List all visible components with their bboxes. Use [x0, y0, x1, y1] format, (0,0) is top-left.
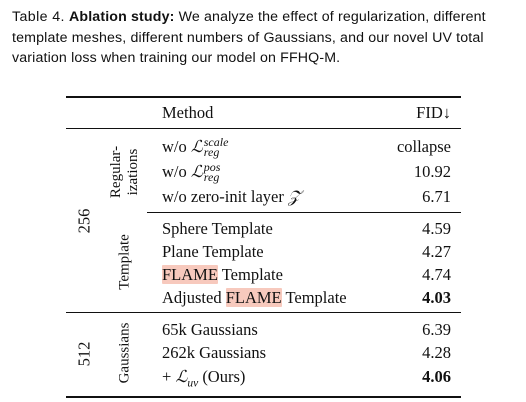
fid-value-best: 4.06: [422, 367, 451, 386]
table-caption: Table 4. Ablation study: We analyze the …: [12, 7, 520, 69]
fid-value: 4.28: [422, 343, 451, 362]
header-rule: [66, 128, 461, 129]
caption-line1: We analyze the effect of regularization,…: [178, 9, 486, 25]
row-65k-gaussians: 65k Gaussians: [162, 320, 258, 339]
row-adjusted-flame-template: Adjusted FLAME Template: [162, 288, 347, 307]
bottom-rule: [66, 396, 461, 398]
row-wo-zero-init: w/o zero-init layer 𝒵: [162, 187, 301, 206]
fid-value: 10.92: [413, 162, 451, 181]
fid-value: 4.59: [422, 219, 451, 238]
top-rule: [66, 96, 461, 98]
template-group-label: Template: [116, 234, 133, 290]
header-method: Method: [162, 103, 214, 122]
header-fid: FID↓: [416, 103, 451, 122]
regularizations-label: Regular-izations: [108, 145, 141, 199]
fid-value-best: 4.03: [422, 288, 451, 307]
row-plane-template: Plane Template: [162, 242, 264, 261]
row-flame-template: FLAME Template: [162, 265, 283, 284]
fid-value: collapse: [396, 137, 451, 156]
fid-value: 6.71: [422, 187, 451, 206]
row-262k-gaussians: 262k Gaussians: [162, 343, 267, 362]
resolution-512-label: 512: [74, 341, 94, 367]
section-rule: [66, 312, 461, 313]
fid-value: 4.74: [422, 265, 451, 284]
gaussians-group-label: Gaussians: [116, 322, 133, 384]
row-sphere-template: Sphere Template: [162, 219, 273, 238]
caption-line2: template meshes, different numbers of Ga…: [12, 29, 484, 46]
fid-value: 4.27: [422, 242, 451, 261]
caption-label: Table 4.: [12, 9, 65, 25]
caption-bold-lead: Ablation study:: [68, 9, 175, 25]
group-rule: [147, 212, 461, 213]
resolution-256-label: 256: [74, 208, 94, 234]
row-uv-loss-ours: + ℒuv (Ours): [162, 367, 246, 390]
caption-line3: variation loss when training our model o…: [12, 50, 341, 66]
fid-value: 6.39: [422, 320, 451, 339]
